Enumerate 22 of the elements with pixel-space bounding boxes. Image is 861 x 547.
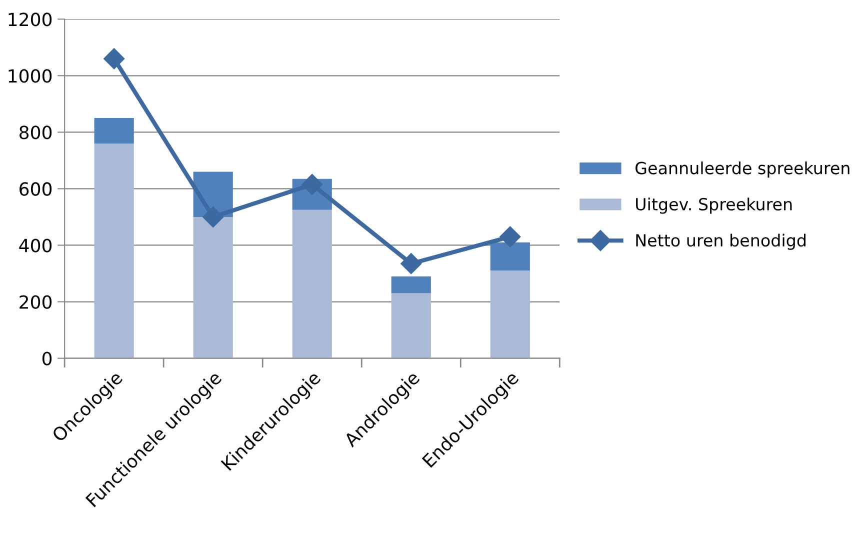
- bar: [490, 270, 530, 358]
- legend-label: Geannuleerde spreekuren: [636, 161, 850, 178]
- legend-label: Uitgev. Spreekuren: [636, 198, 792, 214]
- bar: [94, 143, 134, 358]
- bar: [490, 242, 530, 271]
- y-tick-label: 800: [20, 126, 52, 140]
- y-tick-label: 400: [19, 238, 52, 252]
- y-tick-label: 600: [20, 182, 52, 196]
- y-tick-label: 1000: [8, 69, 52, 83]
- bar: [391, 293, 431, 358]
- point: [500, 226, 521, 248]
- point: [104, 48, 125, 70]
- bar: [292, 210, 332, 358]
- legend-label: Netto uren benodigd: [636, 234, 806, 250]
- point: [400, 253, 422, 274]
- bar: [193, 216, 233, 358]
- y-tick-label: 1200: [8, 12, 52, 26]
- y-tick-label: 200: [20, 295, 52, 309]
- bar: [391, 276, 431, 294]
- bar: [94, 118, 134, 144]
- point: [202, 206, 224, 228]
- y-tick-label: 0: [42, 352, 52, 366]
